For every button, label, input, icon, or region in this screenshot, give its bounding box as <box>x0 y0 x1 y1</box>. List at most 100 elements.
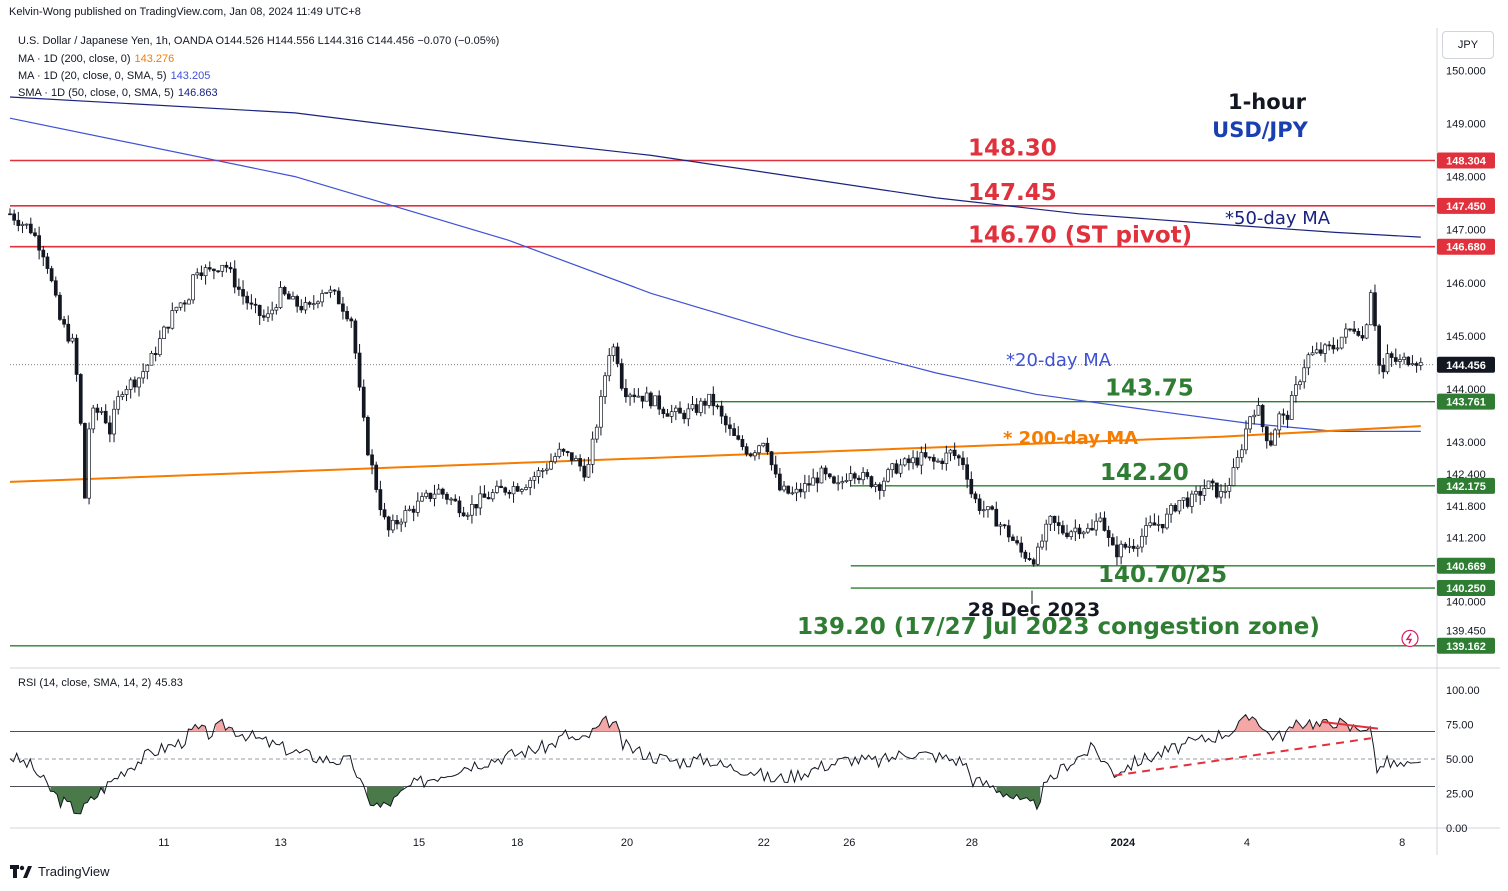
candle-body <box>1148 522 1153 526</box>
candle-body <box>927 456 932 459</box>
x-tick-label: 18 <box>511 837 523 849</box>
candle-body <box>520 489 524 492</box>
candle-body <box>524 487 528 490</box>
candle-body <box>1202 488 1207 496</box>
x-tick-label: 28 <box>966 837 978 849</box>
candle-body <box>1123 543 1128 548</box>
candle-body <box>686 408 691 420</box>
candle-body <box>1273 429 1277 446</box>
candle-body <box>191 274 195 301</box>
candle-body <box>994 508 999 527</box>
candle-body <box>1368 292 1373 326</box>
candle-body <box>445 493 449 500</box>
candle-body <box>1348 328 1352 331</box>
candle-body <box>1127 545 1132 548</box>
candle-body <box>1231 467 1236 486</box>
candle-body <box>495 485 499 493</box>
candle-body <box>20 223 25 226</box>
candle-body <box>632 394 637 398</box>
candle-body <box>1160 523 1165 529</box>
candle-body <box>1044 523 1049 542</box>
tradingview-logo-icon <box>10 864 32 879</box>
sma50-line <box>9 96 1421 238</box>
candle-body <box>415 500 420 513</box>
candle-body <box>1036 546 1040 565</box>
candle-body <box>357 352 362 388</box>
candle-body <box>262 315 266 318</box>
candle-body <box>353 320 358 354</box>
rsi-tick-label: 25.00 <box>1446 789 1474 801</box>
candle-body <box>569 452 574 461</box>
candle-body <box>902 458 907 466</box>
annotation-ma20: *20-day MA <box>1006 350 1112 371</box>
candle-body <box>428 492 433 499</box>
candle-body <box>382 509 387 518</box>
alert-icon-circle <box>1401 629 1419 648</box>
candle-body <box>83 423 87 499</box>
candle-body <box>74 337 79 375</box>
candle-body <box>132 379 137 388</box>
candle-body <box>932 457 936 462</box>
y-tick-label: 149.000 <box>1446 119 1486 131</box>
candle-body <box>698 400 703 413</box>
candle-body <box>723 415 728 426</box>
candle-body <box>1352 328 1357 332</box>
legend-sma50-label: SMA · 1D (50, close, 0, SMA, 5) <box>18 87 174 99</box>
candle-body <box>827 473 832 478</box>
candle-body <box>1356 330 1361 336</box>
candle-body <box>203 267 208 277</box>
candle-body <box>986 506 990 511</box>
candle-body <box>1381 364 1386 373</box>
price-tag-label: 148.304 <box>1446 155 1487 167</box>
candle-body <box>1256 405 1261 416</box>
candle-body <box>224 264 229 268</box>
candle-body <box>1385 353 1390 373</box>
candle-body <box>1011 536 1015 541</box>
candle-body <box>53 280 58 296</box>
candle-body <box>815 477 820 484</box>
candle-body <box>1402 356 1406 360</box>
candle-body <box>898 464 903 474</box>
candle-body <box>87 428 91 499</box>
candle-body <box>157 338 162 356</box>
candle-body <box>678 407 682 414</box>
candle-body <box>965 464 969 480</box>
candle-body <box>453 498 458 502</box>
x-tick-label: 2024 <box>1111 837 1136 849</box>
level-label: 142.20 <box>1100 460 1189 486</box>
candle-body <box>802 483 807 493</box>
candle-body <box>719 405 724 417</box>
candle-body <box>865 472 870 477</box>
candle-body <box>911 457 915 464</box>
candle-body <box>748 453 753 457</box>
candle-body <box>1277 413 1282 431</box>
candle-body <box>952 449 957 457</box>
candle-body <box>1031 559 1036 565</box>
candle-body <box>1169 505 1173 515</box>
y-tick-label: 141.200 <box>1446 533 1486 545</box>
candle-body <box>91 407 96 430</box>
candle-body <box>1410 363 1415 366</box>
candle-body <box>457 500 462 514</box>
y-tick-label: 148.000 <box>1446 172 1486 184</box>
candle-body <box>1052 515 1057 523</box>
candle-body <box>728 424 732 429</box>
candle-body <box>324 292 329 294</box>
candle-body <box>1219 491 1223 498</box>
price-tag-bg <box>1437 477 1495 494</box>
currency-button[interactable]: JPY <box>1442 31 1494 59</box>
candle-body <box>399 521 404 525</box>
candle-body <box>894 463 899 474</box>
candle-body <box>1306 354 1311 369</box>
candle-body <box>220 264 225 272</box>
candle-body <box>707 393 711 406</box>
candle-body <box>873 484 878 487</box>
candle-body <box>403 510 408 523</box>
candle-body <box>1343 328 1348 338</box>
price-tag-label: 140.250 <box>1446 583 1486 595</box>
candle-body <box>1248 416 1252 430</box>
candle-body <box>482 493 487 498</box>
candle-body <box>378 489 383 511</box>
candle-body <box>166 326 170 329</box>
